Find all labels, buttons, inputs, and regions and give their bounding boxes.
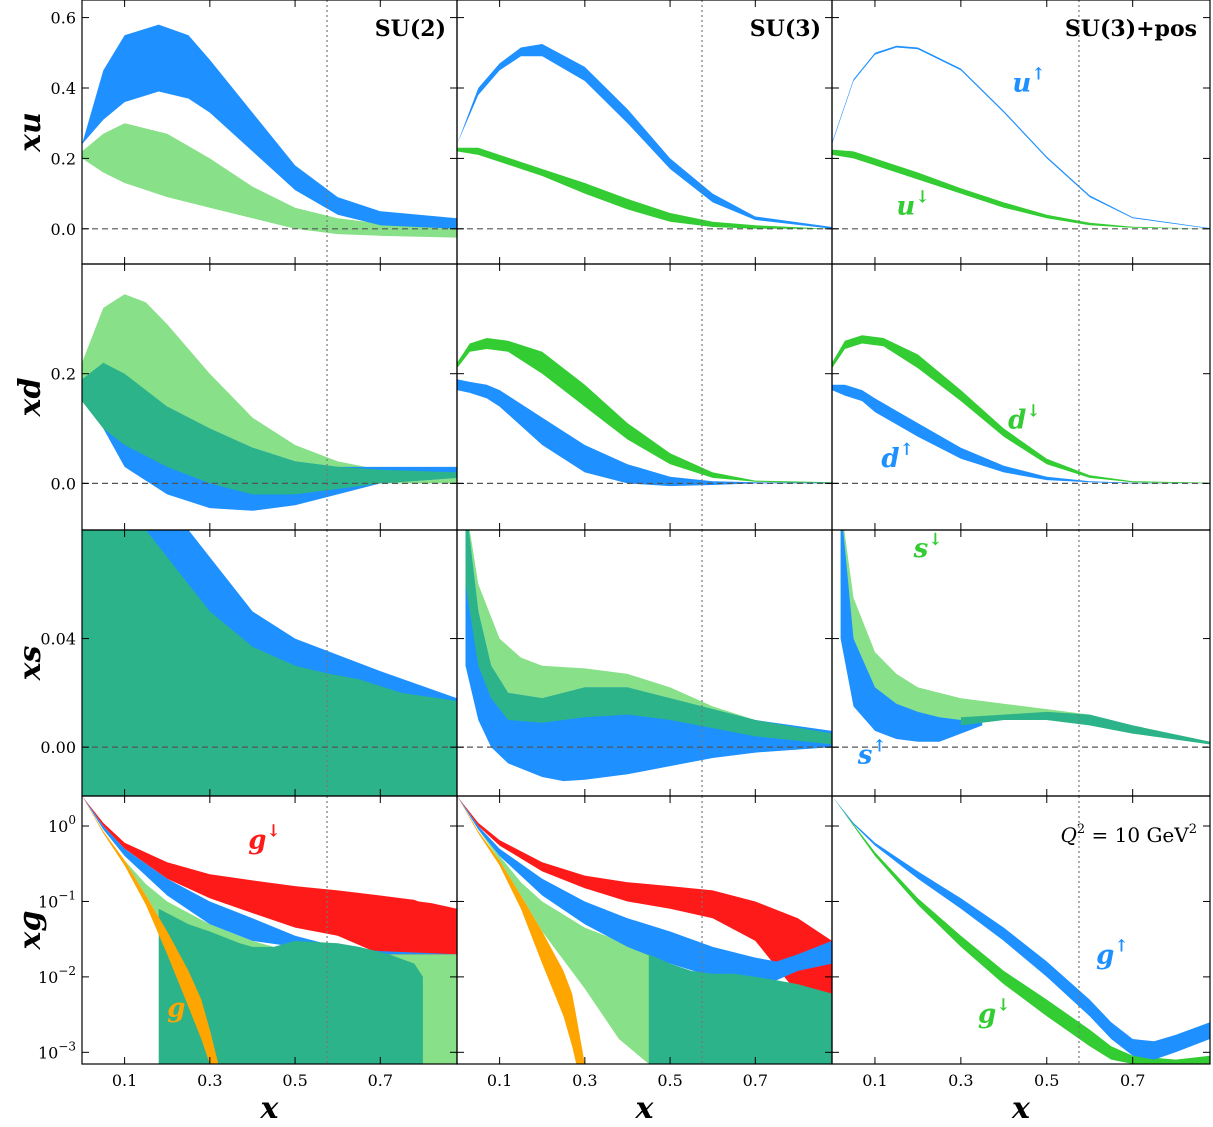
curve-label-u-0-2-0: u↑ [1012, 65, 1045, 99]
bands-layer [82, 24, 1210, 1064]
band-teal-3-1-3 [648, 954, 832, 1064]
y-tick-label-0-2: 0.4 [51, 79, 76, 98]
band-lightgreen-3-1-1 [457, 796, 692, 1064]
panel-2-1-bands [465, 530, 832, 782]
y-tick-label-0-1: 0.2 [51, 149, 76, 168]
y-tick-label-0-0: 0.0 [51, 220, 76, 239]
panel-2-2-bands [840, 530, 1210, 745]
x-axis-label-0: x [260, 1091, 280, 1126]
curve-label-d-1-2-1: d↑ [881, 440, 913, 474]
y-tick-label-3-1: 10−2 [38, 964, 76, 987]
panel-1-2-bands [832, 335, 1210, 484]
y-axis-label-1: xd [13, 378, 48, 418]
panel-frame-1-2 [831, 263, 1211, 531]
y-tick-label-3-2: 10−1 [38, 888, 76, 911]
band-lightgreen-2-1-0 [465, 530, 832, 745]
panel-2-0-bands [82, 530, 457, 796]
x-tick-label-0-1: 0.3 [197, 1071, 222, 1090]
band-orange-3-1-4 [457, 796, 585, 1064]
panel-1-1-bands [457, 338, 832, 487]
x-tick-label-0-0: 0.1 [112, 1071, 137, 1090]
x-axis-label-2: x [1011, 1091, 1031, 1126]
y-tick-label-0-3: 0.6 [51, 9, 76, 28]
text-layer: 0.00.20.40.6xu0.00.2xd0.000.04xs10−310−2… [13, 9, 1145, 1126]
reference-lines-layer [82, 0, 1210, 1064]
x-tick-label-2-3: 0.7 [1120, 1071, 1145, 1090]
x-tick-label-2-2: 0.5 [1034, 1071, 1059, 1090]
band-orange-3-0-4 [82, 796, 219, 1064]
curve-label-u-0-2-1: u↓ [896, 188, 929, 222]
y-tick-label-2-1: 0.04 [40, 630, 76, 649]
panel-title-su2: SU(2) [375, 16, 446, 42]
panel-0-0-bands [82, 24, 457, 238]
band-blue-0-1-1 [457, 44, 832, 229]
panel-frame-3-2 [831, 795, 1211, 1065]
band-teal-2-0-2 [82, 530, 457, 796]
band-blue-1-1-1 [457, 379, 832, 487]
y-axis-label-3: xg [13, 911, 48, 951]
band-blue-2-2-1 [840, 530, 983, 742]
q2-annotation: Q2 = 10 GeV2 [1060, 822, 1197, 847]
panel-title-su3: SU(3) [750, 16, 821, 42]
band-green-1-1-0 [457, 338, 832, 484]
x-tick-label-0-3: 0.7 [368, 1071, 393, 1090]
curve-label-g-3-0-1: g↑ [167, 989, 199, 1023]
panel-frames-layer [81, 0, 1211, 1065]
ticks-layer [82, 0, 1210, 1064]
band-blue-3-1-2 [457, 796, 832, 985]
x-tick-label-2-1: 0.3 [948, 1071, 973, 1090]
panel-0-2-bands [832, 45, 1210, 229]
y-axis-label-0: xu [13, 112, 48, 153]
band-green-1-2-0 [832, 335, 1210, 484]
x-tick-label-1-2: 0.5 [657, 1071, 682, 1090]
band-lightgreen-0-0-0 [82, 123, 457, 238]
band-green-0-1-0 [457, 147, 832, 229]
band-teal-3-0-3 [158, 908, 423, 1064]
x-axis-label-1: x [635, 1091, 655, 1126]
y-tick-label-1-0: 0.0 [51, 474, 76, 493]
band-teal-2-1-2 [465, 530, 832, 745]
curve-label-g-3-0-0: g↓ [248, 822, 280, 856]
curve-label-s-2-2-0: s↓ [913, 530, 943, 564]
panel-1-0-bands [82, 294, 457, 511]
band-blue-2-1-1 [465, 530, 832, 782]
x-tick-label-1-3: 0.7 [743, 1071, 768, 1090]
panel-0-1-bands [457, 44, 832, 229]
panel-title-su3-pos: SU(3)+pos [1065, 16, 1197, 42]
band-teal-1-0-2 [82, 362, 457, 495]
band-teal-2-2-2 [960, 711, 1210, 745]
band-green-0-2-0 [832, 149, 1210, 229]
y-tick-label-2-0: 0.00 [40, 738, 76, 757]
x-tick-label-2-0: 0.1 [862, 1071, 887, 1090]
panel-frame-1-1 [456, 263, 833, 531]
band-red-3-1-0 [457, 796, 832, 1064]
curve-label-g-3-2-1: g↓ [978, 995, 1010, 1029]
curve-label-d-1-2-0: d↓ [1008, 402, 1040, 436]
band-blue-0-0-1 [82, 24, 457, 229]
band-blue-3-0-2 [82, 796, 457, 955]
panel-frame-2-2 [831, 529, 1211, 797]
y-tick-label-3-0: 10−3 [38, 1039, 76, 1062]
y-tick-label-3-3: 100 [48, 813, 76, 836]
panel-3-1-bands [457, 796, 832, 1064]
y-axis-label-2: xs [13, 646, 48, 682]
panel-3-0-bands [82, 796, 457, 1064]
x-tick-label-1-1: 0.3 [572, 1071, 597, 1090]
y-tick-label-1-1: 0.2 [51, 365, 76, 384]
curve-label-s-2-2-1: s↑ [857, 736, 887, 770]
curve-label-g-3-2-0: g↑ [1096, 937, 1128, 971]
x-tick-label-0-2: 0.5 [282, 1071, 307, 1090]
x-tick-label-1-0: 0.1 [487, 1071, 512, 1090]
